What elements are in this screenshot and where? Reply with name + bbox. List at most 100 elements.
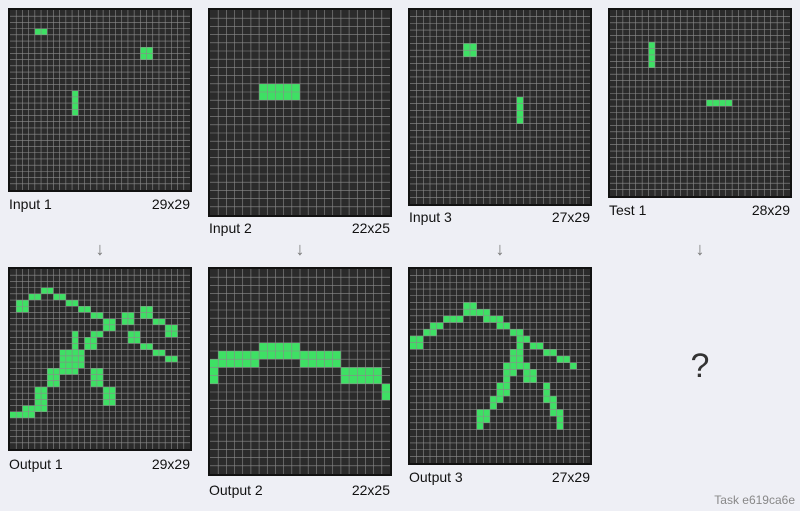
grid-cell: [165, 331, 172, 338]
grid-cell: [510, 329, 517, 336]
grid-cell: [476, 416, 484, 423]
grid-cell: [719, 99, 726, 107]
grid-cell: [503, 382, 510, 390]
grid-cell: [84, 343, 91, 350]
grid-cell: [127, 337, 135, 344]
grid-cell: [22, 411, 29, 418]
grid-cell: [550, 349, 557, 356]
grid-cell: [127, 312, 135, 319]
grid-cell: [103, 324, 110, 332]
grid-cell: [146, 343, 153, 350]
grid-cell: [357, 367, 366, 376]
grid-cell: [84, 306, 91, 313]
grid-cell: [490, 396, 497, 403]
grid-cell: [103, 393, 110, 400]
grid-cell: [357, 375, 366, 384]
grid-cell: [65, 362, 73, 369]
grid-cell: [516, 355, 524, 363]
grid-cell: [41, 405, 48, 412]
grid-cell: [134, 331, 141, 338]
grid-cell: [259, 342, 268, 351]
grid-cell: [300, 351, 309, 360]
grid-cell: [316, 351, 325, 360]
grid-background: [410, 269, 590, 463]
grid-cell: [496, 389, 504, 397]
grid-cell: [226, 359, 235, 368]
grid-cell: [523, 369, 530, 377]
grid-background: [410, 10, 590, 204]
grid-cell: [416, 335, 424, 343]
grid-cell: [53, 368, 60, 375]
grid-cell: [510, 355, 517, 363]
grid-cell: [41, 28, 48, 35]
grid-cell: [109, 324, 116, 332]
grid-cell: [516, 103, 524, 111]
grid-cell: [530, 369, 537, 377]
grid-lines: [210, 269, 390, 474]
grid-cell: [536, 342, 544, 350]
grid-cell: [267, 83, 276, 92]
grid-cell: [158, 349, 166, 356]
grid-cell: [103, 386, 110, 394]
grid-cell: [365, 375, 374, 384]
grid-cell: [72, 90, 79, 97]
arrow-down-icon: ↓: [495, 239, 505, 259]
grid-cell: [712, 99, 720, 107]
grid-cell: [291, 92, 300, 101]
grid-cell: [210, 367, 219, 376]
grid-cell: [59, 362, 66, 369]
grid-cell: [259, 351, 268, 360]
grid-cell: [483, 409, 490, 417]
grid-cell: [103, 399, 110, 406]
grid-cell: [234, 359, 243, 368]
grid-cell: [430, 322, 437, 330]
grid-cell: [171, 355, 178, 363]
grid-cell: [463, 43, 470, 51]
grid-cell: [47, 368, 54, 375]
grid-cell: [503, 369, 510, 377]
grid-cell: [496, 396, 504, 403]
grid-cell: [530, 342, 537, 350]
grid-cell: [53, 380, 60, 387]
grid-cell: [109, 399, 116, 406]
output-label-3: Output 3: [409, 469, 463, 485]
grid-cell: [381, 383, 390, 392]
grid-cell: [283, 92, 292, 101]
grid-cell: [34, 28, 42, 35]
grid-lines: [210, 10, 390, 215]
grid-cell: [96, 331, 104, 338]
grid-cell: [267, 342, 276, 351]
grid-cell: [146, 306, 153, 313]
grid-cell: [332, 351, 341, 360]
grid-cell: [140, 53, 147, 60]
grid-cell: [423, 329, 430, 336]
grid-cell: [316, 359, 325, 368]
grid-cell: [250, 359, 260, 368]
grid-cell: [96, 312, 104, 319]
grid-cell: [22, 306, 29, 313]
grid-lines: [10, 269, 190, 449]
grid-cell: [96, 380, 104, 387]
grid-cell: [496, 315, 504, 323]
grid-cell: [503, 362, 510, 370]
grid-cell: [165, 324, 172, 332]
grid-cell: [96, 368, 104, 375]
grid-cell: [53, 293, 60, 301]
output-grid-1: [8, 267, 192, 451]
grid-cell: [16, 300, 23, 307]
grid-cell: [234, 351, 243, 360]
grid-cell: [59, 355, 66, 363]
grid-cell: [72, 368, 79, 375]
grid-cell: [41, 386, 48, 394]
grid-cell: [283, 83, 292, 92]
grid-cell: [349, 375, 358, 384]
grid-cell: [90, 331, 97, 338]
grid-cell: [516, 329, 524, 336]
grid-cell: [72, 96, 79, 104]
grid-cell: [53, 374, 60, 381]
grid-cell: [72, 109, 79, 116]
grid-cell: [543, 349, 550, 356]
grid-cell: [267, 351, 276, 360]
grid-cell: [470, 309, 477, 316]
grid-cell: [16, 411, 23, 418]
